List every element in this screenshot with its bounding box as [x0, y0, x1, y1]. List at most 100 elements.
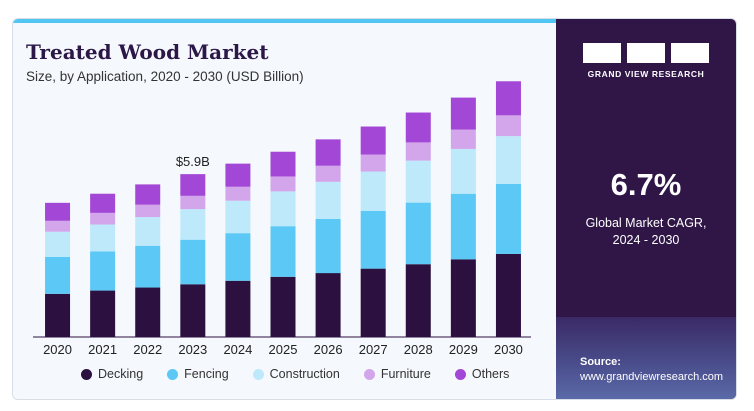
x-tick-label: 2021: [88, 342, 117, 357]
bar-others-2024: [225, 163, 251, 187]
chart-subtitle: Size, by Application, 2020 - 2030 (USD B…: [26, 69, 304, 84]
legend-swatch-decking: [81, 368, 92, 380]
bar-others-2028: [405, 112, 431, 143]
bar-others-2026: [315, 139, 341, 166]
bar-construction-2021: [90, 224, 116, 252]
stacked-bar-chart: 2020 2021 2022 2023 $5.9B 2024 2025 2026 2027 202…: [33, 81, 531, 357]
x-tick-label: 2029: [449, 342, 478, 357]
bar-furniture-2021: [90, 212, 116, 225]
cagr-label: Global Market CAGR, 2024 - 2030: [556, 215, 736, 249]
bar-decking-2029: [450, 259, 476, 337]
bar-furniture-2020: [45, 220, 71, 232]
legend-label-construction: Construction: [269, 367, 340, 381]
chart-title: Treated Wood Market: [26, 40, 269, 64]
x-tick-label: 2020: [43, 342, 72, 357]
bar-construction-2028: [405, 160, 431, 203]
bar-furniture-2024: [225, 186, 251, 201]
bar-fencing-2025: [270, 226, 296, 277]
bar-others-2022: [135, 184, 161, 205]
bar-decking-2030: [495, 253, 521, 337]
legend-label-fencing: Fencing: [184, 367, 229, 381]
bar-furniture-2030: [495, 115, 521, 137]
bar-fencing-2024: [225, 233, 251, 281]
bar-fencing-2026: [315, 218, 341, 274]
cagr-label-line2: 2024 - 2030: [612, 233, 680, 247]
cagr-value: 6.7%: [610, 167, 682, 202]
bar-others-2020: [45, 202, 71, 221]
bar-fencing-2023: [180, 239, 206, 285]
bar-decking-2028: [405, 264, 431, 337]
legend-item-construction: Construction: [252, 367, 340, 381]
bar-construction-2026: [315, 181, 341, 219]
bar-furniture-2025: [270, 176, 296, 192]
bar-fencing-2022: [135, 245, 161, 288]
bar-decking-2026: [315, 273, 341, 337]
chart-card: Treated Wood Market Size, by Application…: [12, 18, 737, 400]
x-tick-label: 2030: [494, 342, 523, 357]
bar-fencing-2021: [90, 251, 116, 291]
bar-furniture-2029: [450, 129, 476, 149]
brand-name: GRAND VIEW RESEARCH: [587, 69, 705, 79]
legend-label-furniture: Furniture: [380, 367, 431, 381]
bar-fencing-2027: [360, 211, 386, 269]
x-tick-label: 2023: [178, 342, 207, 357]
legend-swatch-fencing: [167, 368, 179, 380]
brand-logo: GRAND VIEW RESEARCH: [581, 43, 711, 79]
source-background: [556, 317, 736, 399]
source-label: Source:: [580, 356, 621, 368]
bar-decking-2023: [180, 284, 206, 337]
legend-swatch-furniture: [363, 368, 375, 380]
bar-construction-2020: [45, 231, 71, 257]
legend-swatch-construction: [252, 368, 264, 380]
bar-decking-2021: [90, 290, 116, 337]
chart-panel: Treated Wood Market Size, by Application…: [13, 19, 556, 399]
legend-swatch-others: [454, 368, 466, 380]
bar-furniture-2028: [405, 142, 431, 161]
legend-item-decking: Decking: [81, 367, 143, 381]
bar-decking-2024: [225, 280, 251, 337]
bar-construction-2024: [225, 200, 251, 234]
accent-bar: [13, 19, 556, 23]
bar-others-2025: [270, 151, 296, 177]
bar-fencing-2030: [495, 183, 521, 254]
bar-furniture-2026: [315, 165, 341, 182]
bar-fencing-2020: [45, 256, 71, 294]
source-url: www.grandviewresearch.com: [580, 371, 724, 383]
bar-furniture-2027: [360, 154, 386, 172]
bar-fencing-2028: [405, 202, 431, 265]
bar-others-2023: [180, 174, 206, 196]
chart-legend: Decking Fencing Construction Furniture Other…: [81, 367, 509, 381]
bar-furniture-2023: [180, 195, 206, 210]
cagr-label-line1: Global Market CAGR,: [585, 216, 707, 230]
bar-construction-2029: [450, 148, 476, 194]
bar-decking-2025: [270, 276, 296, 337]
x-tick-label: 2022: [133, 342, 162, 357]
bar-construction-2023: [180, 209, 206, 240]
bar-construction-2025: [270, 191, 296, 227]
bar-decking-2022: [135, 287, 161, 337]
bar-construction-2027: [360, 171, 386, 211]
logo-mark-icon: [581, 43, 711, 63]
x-tick-label: 2026: [314, 342, 343, 357]
x-tick-label: 2024: [223, 342, 252, 357]
data-label-annotation: $5.9B: [176, 154, 210, 169]
bar-decking-2020: [45, 293, 71, 337]
legend-item-fencing: Fencing: [167, 367, 229, 381]
legend-item-furniture: Furniture: [363, 367, 431, 381]
legend-item-others: Others: [454, 367, 510, 381]
bar-others-2021: [90, 193, 116, 213]
legend-label-others: Others: [471, 367, 510, 381]
bar-fencing-2029: [450, 193, 476, 260]
bar-construction-2022: [135, 217, 161, 246]
summary-panel: GRAND VIEW RESEARCH 6.7% Global Market C…: [556, 19, 736, 399]
bar-others-2030: [495, 81, 521, 116]
bar-furniture-2022: [135, 204, 161, 218]
bar-others-2027: [360, 126, 386, 155]
bar-others-2029: [450, 97, 476, 130]
legend-label-decking: Decking: [98, 367, 144, 381]
x-tick-label: 2028: [404, 342, 433, 357]
x-tick-label: 2025: [269, 342, 298, 357]
bar-decking-2027: [360, 268, 386, 337]
x-tick-label: 2027: [359, 342, 388, 357]
bar-construction-2030: [495, 136, 521, 184]
